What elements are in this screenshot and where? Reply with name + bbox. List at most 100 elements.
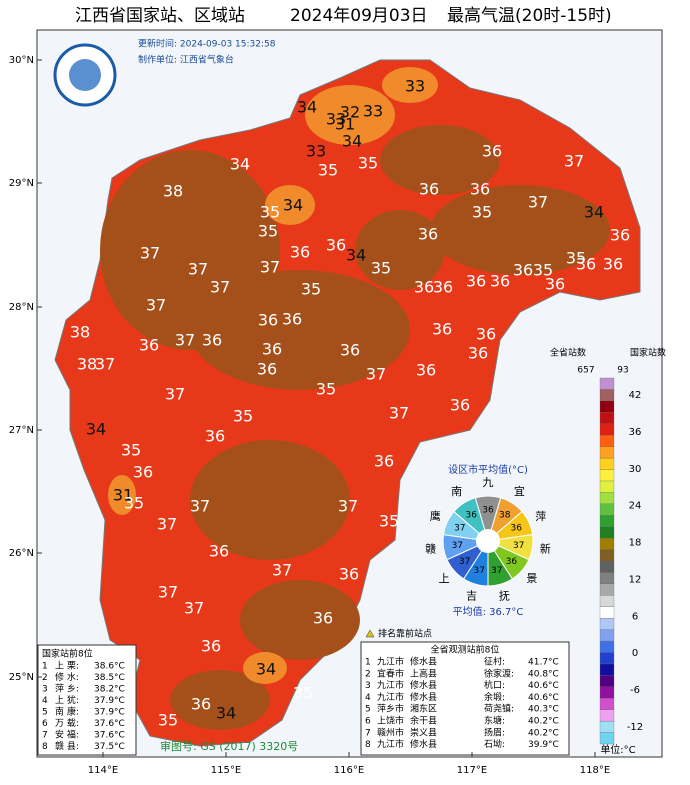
temperature-label: 35 <box>258 222 278 241</box>
temperature-label: 37 <box>389 404 409 423</box>
temperature-label: 36 <box>326 236 346 255</box>
temperature-label: 35 <box>158 711 178 730</box>
temperature-label: 35 <box>379 512 399 531</box>
temperature-label: 31 <box>335 115 355 134</box>
province-cell: 41.7°C <box>528 658 559 668</box>
colorbar-step <box>599 720 615 733</box>
national-cell: 安 福: <box>55 729 79 741</box>
temperature-label: 34 <box>216 704 236 723</box>
temperature-label: 36 <box>490 272 510 291</box>
pie-label: 景 <box>526 572 537 585</box>
national-cell: 37.5°C <box>94 742 125 752</box>
pie-label: 南 <box>451 485 462 498</box>
national-cell: 38.2°C <box>94 685 125 695</box>
temperature-label: 34 <box>256 660 276 679</box>
pie-value: 37 <box>474 566 485 576</box>
temperature-label: 36 <box>282 310 302 329</box>
colorbar-step <box>599 732 615 745</box>
province-cell: 40.2°C <box>528 728 559 738</box>
zone <box>382 67 438 103</box>
pie-label: 九 <box>483 476 494 489</box>
national-cell: 万 载: <box>55 717 79 729</box>
province-cell: 湘东区 <box>410 703 437 715</box>
temperature-label: 37 <box>366 365 386 384</box>
province-cell: 2 <box>365 669 371 679</box>
zone <box>170 670 270 730</box>
title-element: 最高气温(20时-15时) <box>447 6 612 26</box>
national-cell: 3 <box>42 685 48 695</box>
colorbar-step <box>599 389 615 402</box>
pie-value: 36 <box>466 510 478 520</box>
temperature-label: 36 <box>209 542 229 561</box>
temperature-label: 33 <box>326 110 346 129</box>
temperature-label: 34 <box>346 246 366 265</box>
colorbar-tick: 6 <box>632 611 638 622</box>
province-cell: 赣州市 <box>377 726 404 738</box>
temperature-label: 37 <box>158 583 178 602</box>
temperature-label: 37 <box>188 260 208 279</box>
temperature-label: 35 <box>301 280 321 299</box>
province-header: 全省站数 <box>550 347 586 359</box>
province-cell: 九江市 <box>377 738 404 750</box>
temperature-label: 36 <box>257 360 277 379</box>
province-cell: 征村: <box>484 656 505 668</box>
temperature-label: 37 <box>157 515 177 534</box>
temperature-label: 36 <box>433 278 453 297</box>
temperature-label: 32 <box>340 103 360 122</box>
national-cell: 38.6°C <box>94 662 125 672</box>
temperature-label: 35 <box>358 154 378 173</box>
lon-label: 116°E <box>334 765 364 776</box>
colorbar-step <box>599 526 615 539</box>
national-cell: 37.9°C <box>94 708 125 718</box>
temperature-label: 36 <box>416 361 436 380</box>
national-cell: 8 <box>42 742 48 752</box>
colorbar-tick: 30 <box>629 464 642 475</box>
province-cell: 余塅: <box>484 691 505 703</box>
colorbar-step <box>599 698 615 710</box>
colorbar-tick: -12 <box>627 722 643 733</box>
pie-slice <box>453 497 489 543</box>
pie-value: 37 <box>459 557 470 567</box>
province-cell: 1 <box>365 658 371 668</box>
zone <box>240 580 360 660</box>
temperature-label: 36 <box>339 565 359 584</box>
temperature-label: 36 <box>545 275 565 294</box>
temperature-label: 36 <box>374 452 394 471</box>
temperature-label: 38 <box>77 355 97 374</box>
temperature-label: 36 <box>470 180 490 199</box>
pie-value: 37 <box>491 566 502 576</box>
temperature-label: 33 <box>306 142 326 161</box>
colorbar-step <box>599 480 615 493</box>
colorbar-tick: 18 <box>629 538 642 549</box>
temperature-label: 34 <box>584 203 604 222</box>
temperature-label: 37 <box>190 497 210 516</box>
title-date: 2024年09月03日 <box>290 6 428 26</box>
province-cell: 40.3°C <box>528 705 559 715</box>
temperature-label: 36 <box>262 340 282 359</box>
national-table <box>37 644 137 756</box>
colorbar-tick: 0 <box>632 648 638 659</box>
province-cell: 40.2°C <box>528 717 559 727</box>
national-cell: 南 康: <box>55 706 79 718</box>
temperature-label: 37 <box>260 258 280 277</box>
lon-label: 117°E <box>457 765 487 776</box>
colorbar-step <box>599 549 615 562</box>
province-cell: 修水县 <box>410 691 437 703</box>
zone <box>355 210 445 290</box>
pie-label: 宜 <box>514 484 525 498</box>
pie-label: 上 <box>439 572 450 585</box>
ranking-note: 排名靠前站点 <box>378 628 432 640</box>
pie-value: 36 <box>506 557 518 567</box>
province-cell: 修水县 <box>410 679 437 691</box>
hot-zones <box>100 125 610 730</box>
province-count: 657 <box>577 366 594 376</box>
province-cell: 萍乡市 <box>377 703 404 715</box>
national-cell: 37.9°C <box>94 696 125 706</box>
temperature-label: 35 <box>260 203 280 222</box>
lat-label: 28°N <box>9 302 34 313</box>
temperature-label: 37 <box>95 355 115 374</box>
zone <box>430 185 610 275</box>
colorbar-step <box>599 572 615 585</box>
temperature-label: 38 <box>70 323 90 342</box>
lat-label: 30°N <box>9 55 34 66</box>
